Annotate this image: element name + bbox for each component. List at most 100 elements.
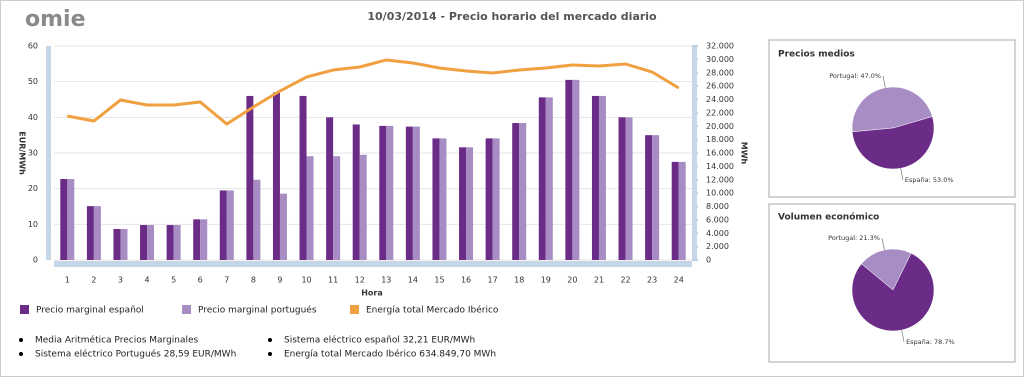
summary-item: Media Aritmética Precios Marginales: [35, 335, 199, 346]
summary-item: Sistema eléctrico español 32,21 EUR/MWh: [284, 335, 475, 346]
y-axis: [46, 46, 51, 260]
bar: [519, 123, 527, 260]
line: [67, 58, 680, 126]
bar: [439, 138, 447, 260]
x-tick-label: 2: [91, 276, 96, 285]
bar: [279, 193, 287, 260]
x-axis-label: Hora: [361, 289, 383, 298]
x-tick-label: 22: [620, 276, 630, 285]
bar: [618, 117, 626, 260]
y2-tick-label: 14.000: [706, 162, 734, 171]
pie-slice: [851, 86, 933, 133]
bar: [299, 95, 307, 260]
bar: [147, 225, 155, 260]
y-tick-label: 20: [28, 184, 38, 193]
x-tick-label: 11: [328, 276, 338, 285]
y2-tick-label: 22.000: [706, 108, 734, 117]
bar: [412, 126, 420, 261]
bar: [545, 97, 553, 260]
bar: [306, 156, 314, 260]
bar: [246, 95, 254, 260]
bar: [598, 95, 606, 260]
leader-line: [881, 238, 885, 250]
summary-item: Sistema eléctrico Portugués 28,59 EUR/MW…: [35, 349, 236, 360]
bar: [492, 138, 500, 260]
y2-tick-label: 24.000: [706, 95, 734, 104]
x-tick-label: 10: [301, 276, 311, 285]
logo: omie: [25, 7, 86, 32]
y2-axis-label: MWh: [740, 142, 749, 165]
bar: [405, 126, 413, 261]
y2-tick-label: 6.000: [706, 215, 729, 224]
bar: [60, 179, 68, 260]
x-tick-label: 9: [277, 276, 282, 285]
legend-swatch: [182, 305, 191, 314]
x-tick-label: 18: [514, 276, 524, 285]
bar: [93, 206, 101, 260]
legend-swatch: [350, 305, 359, 314]
pie-label: España: 53.0%: [905, 176, 954, 184]
bullet: [268, 338, 272, 342]
bar: [359, 154, 367, 260]
x-tick-label: 1: [65, 276, 70, 285]
x-tick-label: 7: [224, 276, 229, 285]
bar: [645, 135, 653, 260]
bar: [166, 225, 174, 260]
pie-title: Volumen económico: [778, 212, 879, 223]
y2-tick-label: 18.000: [706, 135, 734, 144]
y2-tick-label: 20.000: [706, 122, 734, 131]
x-tick-label: 12: [355, 276, 365, 285]
legend-label: Precio marginal portugués: [198, 305, 317, 316]
pie-label: Portugal: 21.3%: [828, 234, 880, 242]
legend-label: Energía total Mercado Ibérico: [366, 305, 499, 316]
y2-tick-label: 30.000: [706, 55, 734, 64]
summary: Media Aritmética Precios Marginales Sist…: [19, 335, 496, 360]
bar: [625, 117, 633, 260]
y2-tick-label: 16.000: [706, 149, 734, 158]
bar: [352, 124, 360, 260]
y2-tick-label: 8.000: [706, 202, 729, 211]
x-tick-label: 19: [541, 276, 551, 285]
bar: [678, 161, 686, 260]
y-tick-label: 40: [28, 113, 38, 122]
y2-tick-label: 28.000: [706, 68, 734, 77]
y2-tick-label: 32.000: [706, 42, 734, 51]
pie-label: España: 78.7%: [906, 338, 955, 346]
y-tick-label: 60: [28, 42, 38, 51]
x-tick-label: 8: [251, 276, 256, 285]
bar: [253, 179, 261, 260]
bar: [466, 147, 474, 260]
summary-item: Energía total Mercado Ibérico 634.849,70…: [284, 349, 496, 360]
leader-line: [901, 330, 905, 342]
y2-tick-label: 2.000: [706, 242, 729, 251]
x-tick-label: 23: [647, 276, 657, 285]
bar: [538, 97, 546, 260]
x-tick-label: 5: [171, 276, 176, 285]
y2-tick-label: 12.000: [706, 175, 734, 184]
bar: [219, 190, 227, 260]
bullet: [19, 352, 23, 356]
x-tick-label: 4: [144, 276, 149, 285]
x-tick-label: 14: [408, 276, 418, 285]
y2-axis: [692, 46, 697, 260]
bar: [386, 125, 394, 260]
legend-label: Precio marginal español: [36, 306, 144, 316]
pie-label: Portugal: 47.0%: [829, 72, 881, 80]
y-tick-label: 50: [28, 77, 38, 86]
x-tick-label: 13: [381, 276, 391, 285]
bar: [200, 219, 208, 260]
pie-title: Precios medios: [778, 50, 855, 60]
y2-tick-label: 26.000: [706, 82, 734, 91]
y2-tick-label: 4.000: [706, 229, 729, 238]
x-tick-label: 3: [118, 276, 123, 285]
y-tick-label: 0: [33, 256, 38, 265]
y-axis-label: EUR/MWh: [18, 131, 27, 175]
y-tick-label: 10: [28, 220, 38, 229]
y2-tick-label: 0: [706, 256, 711, 265]
bar: [140, 225, 148, 260]
x-tick-label: 6: [198, 276, 203, 285]
bar: [326, 117, 334, 260]
bar: [485, 138, 493, 260]
bar: [120, 228, 128, 260]
